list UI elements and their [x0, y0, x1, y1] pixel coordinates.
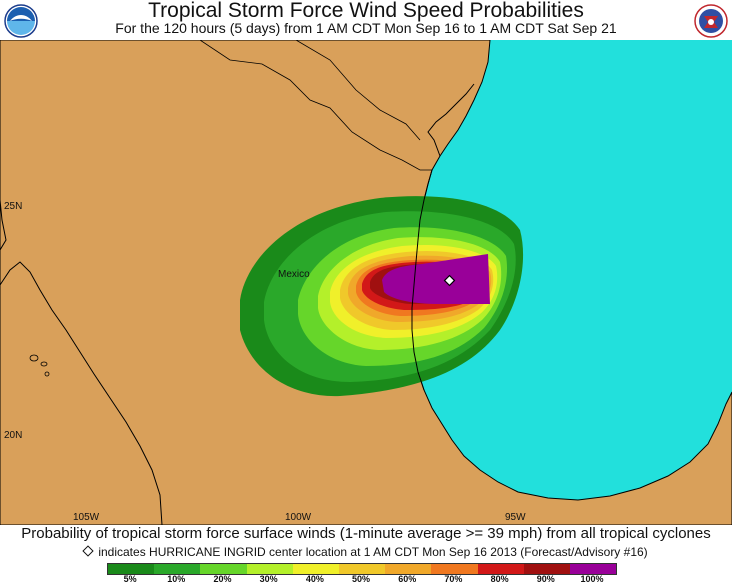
legend-swatch — [523, 564, 570, 574]
legend-swatch — [338, 564, 386, 574]
legend-swatch — [431, 564, 478, 574]
coastline — [411, 169, 433, 391]
longitude-label-105w: 105W — [73, 512, 100, 523]
legend-label: 10% — [167, 574, 186, 584]
legend-label: 60% — [398, 574, 417, 584]
page-subtitle: For the 120 hours (5 days) from 1 AM CDT… — [115, 20, 617, 36]
legend-swatch — [246, 564, 293, 574]
header: Tropical Storm Force Wind Speed Probabil… — [0, 0, 732, 40]
legend-label: 50% — [352, 574, 371, 584]
legend-label: 5% — [123, 574, 137, 584]
island — [40, 361, 48, 367]
diamond-marker-icon — [82, 545, 94, 557]
legend-swatch — [477, 564, 524, 574]
national-weather-service-logo-icon — [694, 4, 728, 38]
longitude-label-100w: 100W — [285, 512, 312, 523]
footer-description: Probability of tropical storm force surf… — [21, 525, 711, 542]
island — [44, 371, 50, 377]
latitude-label-25n: 25N — [4, 201, 23, 212]
contour-100pct — [382, 254, 490, 304]
legend-label: 90% — [536, 574, 555, 584]
latitude-label-20n: 20N — [4, 430, 23, 441]
island — [29, 354, 39, 362]
probability-color-legend — [107, 563, 617, 575]
place-label-mexico: Mexico — [278, 269, 310, 280]
legend-swatch — [200, 564, 247, 574]
noaa-logo-icon — [4, 4, 38, 38]
probability-legend-labels: 5% 10% 20% 30% 40% 50% 60% 70% 80% 90% 100% — [107, 574, 615, 584]
footer-center-note-text: indicates HURRICANE INGRID center locati… — [98, 545, 648, 559]
storm-center-diamond-icon — [443, 274, 456, 287]
legend-swatch — [569, 564, 617, 574]
us-mexico-border — [199, 40, 432, 171]
legend-label: 100% — [580, 574, 604, 584]
legend-label: 70% — [444, 574, 463, 584]
footer-center-note: indicates HURRICANE INGRID center locati… — [0, 545, 732, 559]
legend-label: 30% — [259, 574, 278, 584]
baja-peninsula — [0, 40, 7, 251]
longitude-label-95w: 95W — [505, 512, 526, 523]
legend-swatch — [154, 564, 201, 574]
legend-label: 40% — [305, 574, 324, 584]
legend-label: 80% — [490, 574, 509, 584]
legend-swatch — [108, 564, 155, 574]
legend-swatch — [292, 564, 339, 574]
wind-probability-map: Mexico 25N 20N 105W 100W 95W — [0, 40, 732, 525]
map-canvas — [0, 40, 732, 525]
page-title: Tropical Storm Force Wind Speed Probabil… — [148, 0, 584, 22]
texas-coast — [427, 83, 475, 157]
state-border — [295, 40, 421, 141]
legend-label: 20% — [213, 574, 232, 584]
legend-swatch — [385, 564, 432, 574]
